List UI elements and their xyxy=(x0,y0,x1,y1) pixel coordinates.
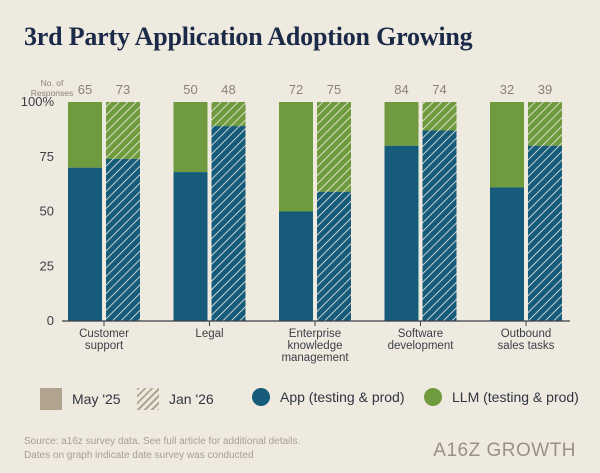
app-bar xyxy=(173,172,208,321)
footer-line-1: Source: a16z survey data. See full artic… xyxy=(24,436,301,447)
app-bar xyxy=(528,145,562,321)
llm-bar xyxy=(384,102,419,146)
x-tick-label: management xyxy=(281,352,349,364)
legend-jan: Jan '26 xyxy=(137,388,214,410)
response-count: 65 xyxy=(78,82,92,97)
x-tick-label: development xyxy=(388,340,455,352)
solid-swatch-icon xyxy=(40,388,62,410)
app-bar xyxy=(384,145,419,321)
responses-label: Responses xyxy=(31,88,74,98)
llm-bar xyxy=(211,102,246,127)
response-count: 32 xyxy=(500,82,514,97)
response-count: 72 xyxy=(289,82,303,97)
app-dot-icon xyxy=(252,388,270,406)
legend-app: App (testing & prod) xyxy=(252,388,405,406)
footer-source: Source: a16z survey data. See full artic… xyxy=(24,435,300,463)
legend-app-label: App (testing & prod) xyxy=(280,389,405,405)
legend-may-label: May '25 xyxy=(72,391,121,407)
y-tick-label: 25 xyxy=(40,258,54,273)
hatched-swatch-icon xyxy=(137,388,159,410)
llm-bar xyxy=(317,102,351,192)
y-tick-label: 100% xyxy=(21,94,55,109)
response-count: 75 xyxy=(327,82,341,97)
response-count: 84 xyxy=(394,82,408,97)
x-tick-label: Customer xyxy=(79,328,129,340)
chart-title: 3rd Party Application Adoption Growing xyxy=(24,22,473,51)
llm-bar xyxy=(490,102,524,188)
llm-bar xyxy=(279,102,313,212)
x-tick-label: Outbound xyxy=(501,328,552,340)
legend-llm-label: LLM (testing & prod) xyxy=(452,389,579,405)
app-bar xyxy=(211,126,246,321)
response-count: 73 xyxy=(116,82,130,97)
llm-bar xyxy=(106,102,140,159)
llm-bar xyxy=(528,102,562,146)
y-tick-label: 50 xyxy=(40,204,54,219)
legend: May '25 Jan '26 App (testing & prod) LLM… xyxy=(40,386,580,414)
response-count: 39 xyxy=(538,82,552,97)
llm-bar xyxy=(173,102,208,173)
x-tick-label: support xyxy=(85,340,124,352)
x-tick-label: Software xyxy=(398,328,443,340)
x-tick-label: Enterprise xyxy=(289,328,341,340)
x-tick-label: Legal xyxy=(195,328,223,340)
response-count: 74 xyxy=(432,82,446,97)
app-bar xyxy=(422,130,457,321)
llm-bar xyxy=(68,102,102,168)
footer-line-2: Dates on graph indicate date survey was … xyxy=(24,450,254,461)
app-bar xyxy=(68,167,102,321)
legend-jan-label: Jan '26 xyxy=(169,391,214,407)
responses-label: No. of xyxy=(41,78,64,88)
y-tick-label: 75 xyxy=(40,149,54,164)
legend-may: May '25 xyxy=(40,388,121,410)
y-tick-label: 0 xyxy=(47,313,54,328)
x-tick-label: knowledge xyxy=(288,340,343,352)
llm-bar xyxy=(422,102,457,131)
legend-llm: LLM (testing & prod) xyxy=(424,388,579,406)
response-count: 48 xyxy=(221,82,235,97)
brand-logo: A16Z GROWTH xyxy=(433,440,576,461)
app-bar xyxy=(317,191,351,321)
app-bar xyxy=(279,211,313,321)
app-bar xyxy=(106,158,140,321)
app-bar xyxy=(490,187,524,321)
x-tick-label: sales tasks xyxy=(498,340,555,352)
response-count: 50 xyxy=(183,82,197,97)
llm-dot-icon xyxy=(424,388,442,406)
